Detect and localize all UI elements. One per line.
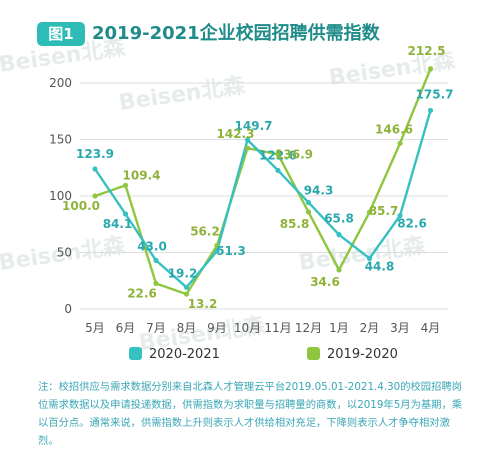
data-point (336, 267, 342, 273)
y-tick-label: 200 (49, 76, 72, 90)
data-point (214, 248, 220, 254)
data-point (214, 242, 220, 249)
data-point (397, 140, 403, 146)
data-label: 44.8 (365, 259, 395, 273)
x-axis-ticks: 5月 6月 7月 8月 9月 10月 11月 12月 1月 2月 3月 4月 (85, 321, 440, 335)
data-label: 85.7 (369, 204, 399, 218)
data-label: 146.6 (375, 122, 413, 136)
data-point (244, 145, 251, 151)
data-label: 82.6 (397, 217, 427, 231)
data-point (92, 166, 98, 172)
y-tick-label: 150 (49, 133, 72, 147)
data-point (305, 209, 312, 215)
data-point (305, 199, 312, 206)
chart-legend: 2020-2021 2019-2020 (129, 347, 398, 362)
x-tick-label: 2月 (360, 321, 380, 335)
data-point (336, 232, 342, 238)
data-point (366, 209, 373, 215)
data-label: 56.2 (190, 224, 220, 238)
data-point (244, 137, 251, 143)
y-tick-label: 50 (57, 246, 72, 260)
x-tick-label: 6月 (116, 321, 136, 335)
data-point (122, 182, 129, 188)
x-tick-label: 9月 (207, 321, 227, 335)
data-label: 100.0 (62, 199, 100, 213)
x-tick-label: 4月 (421, 321, 441, 335)
data-label: 22.6 (127, 286, 157, 300)
chart-title: 2019-2021企业校园招聘供需指数 (92, 23, 380, 44)
data-label: 109.4 (123, 168, 161, 182)
x-tick-label: 10月 (234, 321, 261, 335)
data-point (183, 284, 190, 290)
data-point (397, 213, 403, 219)
y-tick-label: 0 (64, 302, 72, 316)
data-point (153, 257, 159, 264)
data-label: 13.2 (188, 297, 218, 311)
figure-badge: 图1 (37, 22, 85, 46)
series-points (92, 66, 434, 297)
data-label: 175.7 (416, 87, 454, 101)
data-label: 19.2 (168, 266, 198, 280)
x-tick-label: 1月 (329, 321, 349, 335)
series-line-2019-2020 (93, 67, 432, 296)
data-labels: 123.9 84.1 43.019.2 51.3 149.7 122.6 94.3 65.8 4… (62, 44, 453, 311)
data-label: 122.6 (259, 148, 297, 162)
x-tick-label: 12月 (295, 321, 322, 335)
data-label: 123.9 (76, 147, 114, 161)
x-tick-label: 3月 (390, 321, 410, 335)
data-label: 136.9 (275, 147, 313, 161)
data-label: 65.8 (324, 212, 354, 226)
data-point (92, 193, 98, 199)
x-tick-label: 8月 (177, 321, 197, 335)
x-tick-label: 11月 (264, 321, 291, 335)
chart-header: 图1 2019-2021企业校园招聘供需指数 (0, 22, 500, 48)
series-line-2020-2021 (93, 109, 432, 289)
data-label: 142.3 (217, 127, 255, 141)
data-label: 43.0 (137, 239, 167, 253)
legend-label: 2020-2021 (149, 347, 220, 362)
y-tick-label: 100 (49, 189, 72, 203)
legend-label: 2019-2020 (327, 347, 398, 362)
data-label: 84.1 (103, 217, 133, 231)
legend-swatch (129, 347, 142, 360)
data-point (275, 167, 281, 174)
data-label: 51.3 (216, 244, 246, 258)
data-point (427, 66, 434, 72)
data-label: 94.3 (304, 183, 334, 197)
data-point (427, 107, 434, 114)
data-label: 149.7 (235, 119, 273, 133)
data-point (366, 255, 373, 261)
data-label: 212.5 (408, 44, 446, 58)
data-label: 34.6 (310, 275, 340, 289)
x-tick-label: 5月 (85, 321, 105, 335)
chart-footnote: 注：校招供应与需求数据分别来自北森人才管理云平台2019.05.01-2021.… (38, 381, 463, 447)
data-point (122, 211, 129, 217)
data-label: 85.8 (280, 217, 310, 231)
data-point (183, 291, 190, 297)
data-point (153, 280, 159, 287)
watermark-text: Beisen北森 (117, 72, 247, 116)
chart-grid (80, 82, 448, 310)
x-tick-label: 7月 (146, 321, 166, 335)
series-lines (93, 67, 432, 296)
y-axis-ticks: 0 50 100 150 200 (49, 76, 72, 316)
legend-swatch (307, 347, 320, 360)
data-point (275, 151, 281, 157)
